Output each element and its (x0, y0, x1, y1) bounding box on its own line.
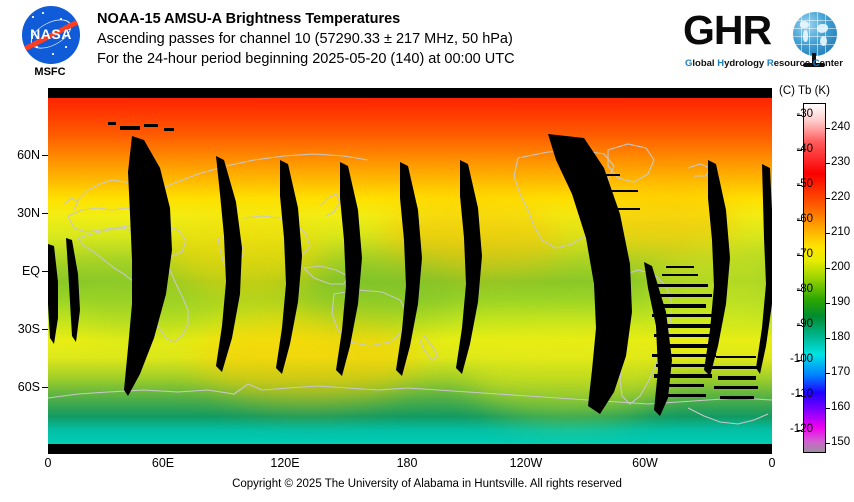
lat-label-60n: 60N (17, 148, 40, 162)
title-block: NOAA-15 AMSU-A Brightness Temperatures A… (97, 9, 677, 69)
cb-tick-k-9 (825, 443, 830, 444)
globe-stand (812, 53, 816, 65)
cb-label-k-5: 190 (831, 296, 851, 308)
lon-label-60w: 60W (632, 456, 658, 470)
copyright-notice: Copyright © 2025 The University of Alaba… (232, 478, 622, 490)
cb-tick-k-8 (825, 408, 830, 409)
map-bottom-border (48, 444, 772, 454)
cb-tick-c-1 (797, 150, 802, 151)
cb-label-k-8: 160 (831, 401, 851, 413)
lat-tick-30n (42, 213, 48, 214)
nasa-wordmark: NASA (30, 26, 72, 42)
cb-tick-c-4 (797, 255, 802, 256)
cb-tick-c-3 (797, 220, 802, 221)
cb-label-k-2: 220 (831, 191, 851, 203)
lon-label-0-right: 0 (768, 456, 776, 470)
nasa-logo: NASA MSFC (14, 6, 86, 84)
cb-label-k-0: 240 (831, 121, 851, 133)
cb-tick-k-7 (825, 373, 830, 374)
lon-label-60e: 60E (151, 456, 175, 470)
cb-tick-c-9 (797, 430, 802, 431)
cb-label-c-7: -100 (789, 353, 813, 365)
cb-tick-c-8 (797, 395, 802, 396)
left-arrow-marker (391, 0, 426, 11)
map-top-border (48, 88, 772, 98)
ghrc-subtitle: Global Hydrology Resource Center (685, 58, 843, 69)
lon-label-120w: 120W (509, 456, 543, 470)
cb-tick-c-0 (797, 115, 802, 116)
satellite-swath-gaps (48, 122, 772, 416)
cb-label-c-6: -90 (796, 318, 813, 330)
globe-icon (793, 12, 837, 56)
cb-label-c-3: -60 (796, 213, 813, 225)
cb-tick-k-4 (825, 268, 830, 269)
lon-label-180: 180 (396, 456, 418, 470)
cb-label-k-6: 180 (831, 331, 851, 343)
lat-tick-eq (42, 271, 48, 272)
cb-label-c-5: -80 (796, 283, 813, 295)
colorbar-header: (C) Tb (K) (779, 85, 830, 97)
lat-tick-60n (42, 155, 48, 156)
cb-label-c-0: -30 (796, 108, 813, 120)
cb-tick-c-5 (797, 290, 802, 291)
colorbar[interactable] (803, 103, 826, 453)
lat-label-30s: 30S (17, 322, 40, 336)
cb-label-k-1: 230 (831, 156, 851, 168)
page-title: NOAA-15 AMSU-A Brightness Temperatures (97, 11, 401, 27)
lat-tick-60s (42, 387, 48, 388)
cb-label-k-9: 150 (831, 436, 851, 448)
nasa-meatball-icon: NASA (22, 6, 80, 64)
cb-label-c-4: -70 (796, 248, 813, 260)
lon-label-0: 0 (44, 456, 52, 470)
cb-tick-k-0 (825, 128, 830, 129)
cb-tick-c-6 (797, 325, 802, 326)
cb-tick-k-2 (825, 198, 830, 199)
ghrc-logo: GHR Global Hydrology Resource Center (683, 8, 843, 74)
header: NASA MSFC NOAA-15 AMSU-A Brightness Temp… (0, 0, 854, 88)
lat-label-eq: EQ (21, 264, 40, 278)
nasa-center-label: MSFC (34, 66, 66, 78)
cb-label-c-1: -40 (796, 143, 813, 155)
lat-label-30n: 30N (17, 206, 40, 220)
lat-tick-30s (42, 329, 48, 330)
cb-tick-k-6 (825, 338, 830, 339)
lat-label-60s: 60S (17, 380, 40, 394)
cb-tick-c-2 (797, 185, 802, 186)
cb-tick-k-1 (825, 163, 830, 164)
cb-tick-k-3 (825, 233, 830, 234)
brightness-temperature-map[interactable] (48, 88, 772, 454)
cb-label-c-9: -120 (789, 423, 813, 435)
lon-label-120e: 120E (270, 456, 300, 470)
globe-base (803, 63, 825, 67)
cb-label-c-2: -50 (796, 178, 813, 190)
title-subline-period: For the 24-hour period beginning 2025-05… (97, 51, 515, 67)
cb-tick-c-7 (797, 360, 802, 361)
title-subline-channel: Ascending passes for channel 10 (57290.3… (97, 31, 513, 47)
cb-label-k-4: 200 (831, 261, 851, 273)
ghrc-wordmark: GHR (683, 7, 772, 53)
cb-label-c-8: -110 (790, 388, 813, 400)
cb-label-k-7: 170 (831, 366, 851, 378)
cb-label-k-3: 210 (831, 226, 851, 238)
cb-tick-k-5 (825, 303, 830, 304)
